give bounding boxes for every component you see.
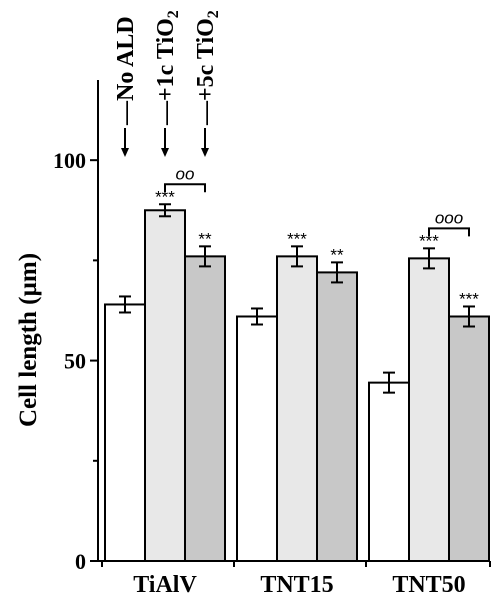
category-label: TNT15	[260, 572, 333, 597]
significance-label: **	[330, 245, 344, 264]
bar-tnt15-series-1	[276, 255, 318, 562]
comparison-bracket	[428, 227, 470, 237]
bars	[104, 203, 490, 563]
legend-arrow-head	[121, 148, 129, 157]
y-axis-title: Cell length (µm)	[15, 253, 42, 427]
comparison-label: oo	[176, 164, 195, 183]
legend-arrow-head	[161, 148, 169, 157]
significance-label: ***	[287, 229, 307, 248]
bar-tnt50-series-0	[368, 381, 410, 563]
significance-label: ***	[459, 289, 479, 308]
legend-label-series-0: —No ALD	[113, 16, 139, 126]
legend-label-series-1: —+1c TiO2	[153, 10, 182, 126]
significance-label: **	[198, 229, 212, 248]
y-tick-label: 100	[53, 148, 86, 173]
significance-label: ***	[419, 231, 439, 250]
bar-tnt50-series-1	[408, 257, 450, 562]
category-label: TiAlV	[133, 572, 197, 597]
bar-tialv-series-0	[104, 303, 146, 562]
comparison-bracket	[164, 183, 206, 193]
comparison-label: ooo	[435, 208, 463, 227]
significance-label: ***	[155, 187, 175, 206]
legend-arrow-head	[201, 148, 209, 157]
bar-tnt15-series-2	[316, 271, 358, 562]
bar-tnt50-series-2	[448, 315, 490, 562]
y-tick-label: 50	[64, 349, 86, 374]
category-label: TNT50	[392, 572, 465, 597]
legend: —No ALD —+1c TiO2 —+5c TiO2	[113, 10, 222, 157]
y-tick-label: 0	[75, 549, 86, 574]
bar-tialv-series-1	[144, 209, 186, 562]
legend-label-series-2: —+5c TiO2	[193, 10, 222, 126]
bar-tnt15-series-0	[236, 315, 278, 562]
bar-tialv-series-2	[184, 255, 226, 562]
